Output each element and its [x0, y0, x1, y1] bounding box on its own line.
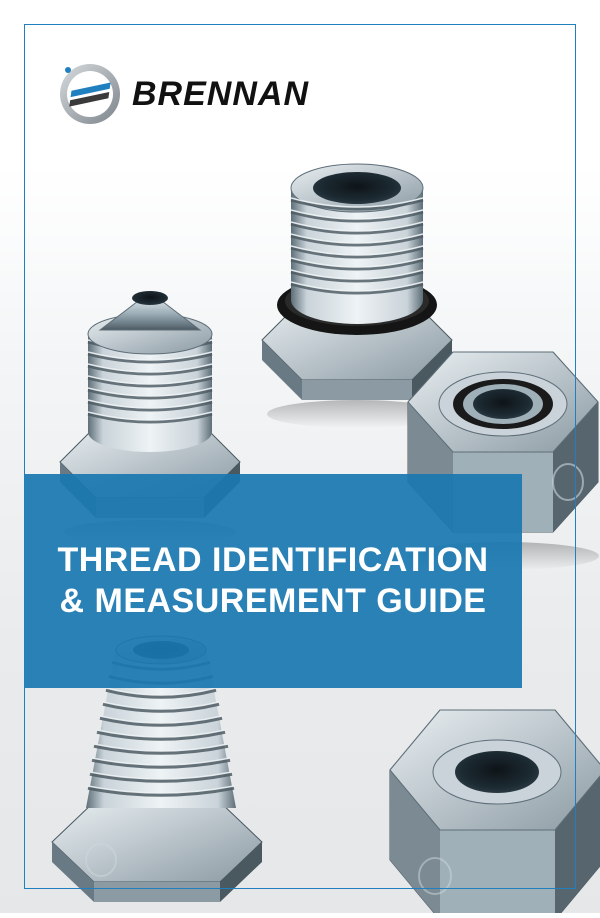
- product-imagery: [0, 0, 600, 913]
- title-line-2: & MEASUREMENT GUIDE: [57, 581, 488, 622]
- title-line-1: THREAD IDENTIFICATION: [57, 540, 488, 581]
- brand-logo-mark-icon: [58, 62, 122, 126]
- fitting-bottom-right-hex: [390, 710, 600, 913]
- brand-logo: BRENNAN: [58, 62, 309, 126]
- brand-name: BRENNAN: [132, 77, 309, 111]
- title-panel: THREAD IDENTIFICATION & MEASUREMENT GUID…: [24, 474, 522, 688]
- title-text: THREAD IDENTIFICATION & MEASUREMENT GUID…: [57, 540, 488, 623]
- fittings-svg: [0, 0, 600, 913]
- document-cover: THREAD IDENTIFICATION & MEASUREMENT GUID…: [0, 0, 600, 913]
